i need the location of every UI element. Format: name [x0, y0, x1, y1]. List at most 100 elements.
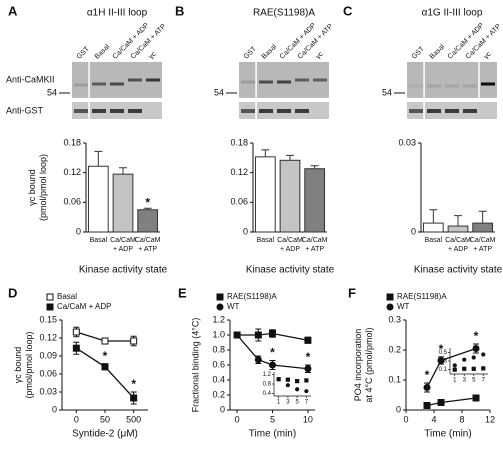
y-axis-label: γc bound: [27, 169, 37, 206]
point: [216, 303, 224, 311]
blot-band: [241, 80, 255, 84]
blot-band: [295, 109, 309, 113]
y-tick-label: 1.2: [212, 314, 225, 324]
point: [472, 394, 480, 402]
point: [269, 361, 276, 369]
significance: *: [270, 346, 275, 360]
error-bar: [94, 150, 103, 167]
y-tick-label: 0.06: [63, 197, 81, 207]
point: [46, 293, 54, 301]
point: [304, 378, 309, 383]
point: [254, 331, 262, 339]
x-tick-label: 500: [126, 414, 141, 424]
blot-band: [427, 109, 441, 113]
point: [233, 331, 241, 339]
legend-label: Ca/CaM + ADP: [57, 302, 111, 311]
error-bar: [119, 167, 127, 175]
bar: [472, 222, 494, 233]
legend-label: RAE(S1198)A: [397, 292, 447, 301]
y-tick-label: 0.03: [398, 137, 416, 147]
point: [216, 293, 224, 301]
x-tick-label: Ca/CaM: [135, 237, 161, 244]
blot-band: [146, 78, 160, 82]
size-marker: 54: [47, 87, 57, 97]
y-tick-label: 0: [220, 404, 225, 414]
y-tick-label: 0.12: [230, 167, 248, 177]
panel-title: α1G II-III loop: [422, 8, 483, 19]
blot-band: [277, 109, 291, 113]
point: [101, 337, 109, 345]
blot-band: [259, 80, 273, 84]
x-tick-label: Ca/CaM: [445, 237, 471, 244]
y-axis-label: at 4°C (pmol/pmol): [364, 327, 374, 402]
significance: *: [145, 195, 150, 209]
legend-label: WT: [397, 302, 410, 311]
legend-label: Basal: [57, 292, 77, 301]
x-tick-label: + ADP: [280, 246, 300, 253]
y-tick-label: 0.1: [388, 374, 401, 384]
blot-band: [409, 109, 423, 113]
point: [285, 383, 290, 388]
size-marker: 54: [214, 87, 224, 97]
y-tick-label: 0.09: [39, 350, 57, 360]
inset-x-tick-label: 1: [453, 378, 457, 384]
point: [295, 379, 300, 384]
point: [472, 345, 480, 352]
lane-label: GST: [411, 45, 427, 61]
x-tick-label: 50: [100, 414, 110, 424]
bar: [87, 165, 109, 233]
lane-label: GST: [76, 45, 92, 61]
x-tick-label: + ADP: [448, 246, 468, 253]
series-line: [237, 332, 309, 341]
inset-y-tick-label: 0.8: [263, 382, 272, 388]
inset-x-tick-label: 5: [472, 378, 476, 384]
y-tick-label: 0.18: [230, 137, 248, 147]
series-line: [426, 347, 477, 388]
point: [437, 399, 445, 406]
x-axis-label: Kinase activity state: [246, 265, 335, 276]
y-axis-label: (pmol/pmol loop): [38, 154, 48, 221]
y-tick-label: 0.18: [63, 137, 81, 147]
blot-band: [74, 83, 88, 87]
y-tick-label: 0.2: [212, 389, 225, 399]
error-bar: [286, 154, 294, 161]
significance: *: [425, 368, 430, 382]
y-tick-label: 0.12: [39, 332, 57, 342]
panel-letter: C: [343, 3, 353, 18]
point: [471, 355, 476, 360]
x-tick-label: 10: [303, 414, 313, 424]
blot: [407, 62, 497, 98]
x-tick-label: Ca/CaM: [302, 237, 328, 244]
blot-band: [445, 84, 459, 88]
error-bar: [454, 215, 462, 227]
point: [295, 387, 300, 392]
panel-letter: A: [8, 3, 18, 18]
y-tick-label: 0.06: [230, 197, 248, 207]
point: [46, 303, 54, 311]
inset-x-tick-label: 1: [277, 400, 281, 406]
x-tick-label: 4: [431, 414, 436, 424]
x-axis-label: Syntide-2 (μM): [72, 429, 138, 440]
blot-band: [259, 109, 273, 113]
blot-band: [481, 82, 495, 86]
y-axis-label: γc bound: [13, 347, 23, 384]
blot-band: [463, 109, 477, 113]
significance: *: [103, 349, 108, 363]
inset-x-tick-label: 7: [305, 400, 309, 406]
legend-label: RAE(S1198)A: [227, 292, 277, 301]
inset-y-tick-label: 0.1: [439, 367, 448, 373]
y-axis-label: Fractional binding (4°C): [190, 318, 200, 413]
blot-band: [128, 78, 142, 82]
y-axis-label: PO4 incorporation: [353, 329, 363, 402]
panel-title: α1H II-III loop: [87, 8, 148, 19]
lane-label: Basal: [94, 43, 112, 61]
blot-band: [409, 84, 423, 88]
point: [437, 357, 445, 364]
x-tick-label: Ca/CaM: [470, 237, 496, 244]
panel-letter: E: [178, 285, 187, 300]
panel-title: RAE(S1198)A: [253, 8, 315, 19]
x-axis-label: Kinase activity state: [414, 265, 503, 276]
bar: [422, 222, 444, 233]
y-tick-label: 0: [243, 226, 248, 236]
error-bar: [143, 207, 152, 210]
